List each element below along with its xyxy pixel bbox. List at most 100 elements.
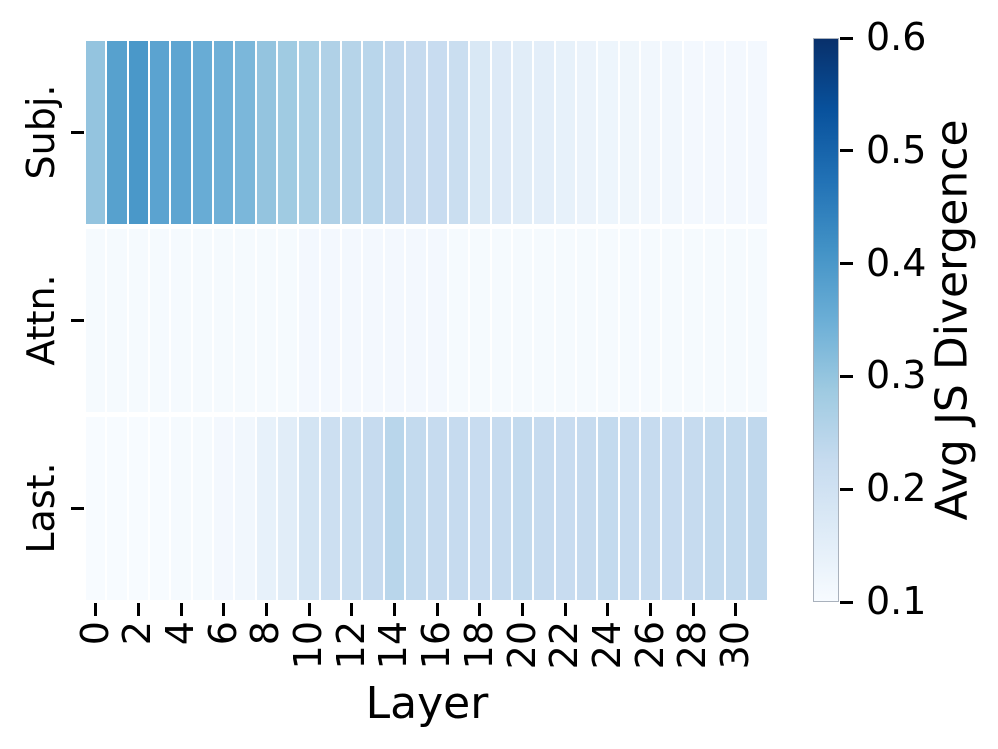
x-tick-14 [392,603,396,616]
x-tick-30 [734,603,738,616]
heatmap-cell-last-layer-0 [86,416,106,600]
heatmap-cell-attn-layer-30 [726,228,746,412]
heatmap-cell-subj-layer-10 [299,40,319,224]
heatmap-cell-subj-layer-2 [128,40,149,224]
heatmap-cell-last-layer-31 [747,416,767,600]
x-tick-16 [435,603,439,616]
heatmap-cell-attn-layer-20 [512,228,533,412]
colorbar-tick-0.3 [840,374,853,378]
colorbar-tick-label-0.6: 0.6 [866,15,927,60]
heatmap-cell-subj-layer-29 [704,40,725,224]
heatmap-cell-attn-layer-16 [427,228,447,412]
colorbar-label: Avg JS Divergence [926,119,978,521]
heatmap-cell-last-layer-22 [555,416,575,600]
heatmap-cell-attn-layer-24 [598,228,618,412]
colorbar-tick-0.5 [840,149,853,153]
row-label-attn: Attn. [19,274,64,366]
x-tick-26 [649,603,653,616]
colorbar-tick-0.6 [840,36,853,40]
heatmap-cell-attn-layer-26 [640,228,661,412]
heatmap-cell-attn-layer-23 [576,228,597,412]
heatmap-cell-subj-layer-16 [427,40,447,224]
x-tick-label-22: 22 [542,621,587,670]
heatmap-cell-subj-layer-12 [342,40,362,224]
heatmap-cell-last-layer-6 [214,416,234,600]
heatmap-cell-subj-layer-5 [192,40,213,224]
colorbar [813,38,839,602]
x-tick-10 [307,603,311,616]
heatmap-cell-last-layer-3 [150,416,170,600]
heatmap-cell-subj-layer-21 [534,40,554,224]
x-tick-label-6: 6 [200,621,245,646]
heatmap-cell-subj-layer-27 [662,40,682,224]
x-tick-label-14: 14 [371,621,416,670]
heatmap-cell-attn-layer-15 [406,228,426,412]
heatmap-cell-last-layer-23 [576,416,597,600]
heatmap-cell-subj-layer-1 [107,40,127,224]
x-tick-label-28: 28 [670,621,715,670]
x-tick-12 [350,603,354,616]
heatmap-cell-subj-layer-19 [491,40,511,224]
heatmap-cell-subj-layer-22 [555,40,575,224]
heatmap-cell-last-layer-25 [619,416,639,600]
heatmap-cell-attn-layer-25 [619,228,639,412]
heatmap-cell-last-layer-11 [320,416,341,600]
x-tick-label-30: 30 [713,621,758,670]
colorbar-tick-0.4 [840,262,853,266]
heatmap-cell-last-layer-26 [640,416,661,600]
row-label-subj: Subj. [19,84,64,180]
heatmap-cell-last-layer-27 [662,416,682,600]
x-tick-label-20: 20 [499,621,544,670]
x-tick-label-18: 18 [456,621,501,670]
heatmap-cell-subj-layer-14 [384,40,405,224]
heatmap-cell-last-layer-14 [384,416,405,600]
heatmap-cell-last-layer-18 [470,416,490,600]
heatmap-cell-last-layer-29 [704,416,725,600]
heatmap-cell-subj-layer-31 [747,40,767,224]
heatmap-cell-subj-layer-30 [726,40,746,224]
heatmap-cell-last-layer-5 [192,416,213,600]
heatmap-cell-subj-layer-26 [640,40,661,224]
heatmap-cell-subj-layer-23 [576,40,597,224]
y-tick-subj [71,130,84,134]
x-tick-label-16: 16 [414,621,459,670]
x-tick-24 [606,603,610,616]
heatmap-cell-subj-layer-11 [320,40,341,224]
heatmap-plot-area [85,38,768,602]
heatmap-cell-attn-layer-0 [86,228,106,412]
y-tick-last [71,506,84,510]
colorbar-tick-label-0.4: 0.4 [866,240,927,285]
heatmap-cell-attn-layer-9 [278,228,298,412]
x-tick-20 [521,603,525,616]
heatmap-cell-last-layer-28 [683,416,703,600]
heatmap-cell-subj-layer-7 [235,40,255,224]
x-tick-6 [222,603,226,616]
heatmap-cell-last-layer-16 [427,416,447,600]
heatmap-cell-last-layer-2 [128,416,149,600]
heatmap-cell-subj-layer-3 [150,40,170,224]
heatmap-cell-subj-layer-9 [278,40,298,224]
heatmap-cell-last-layer-12 [342,416,362,600]
x-tick-28 [691,603,695,616]
heatmap-cell-subj-layer-20 [512,40,533,224]
heatmap-cell-attn-layer-13 [363,228,383,412]
colorbar-tick-label-0.1: 0.1 [866,579,927,624]
heatmap-cell-attn-layer-22 [555,228,575,412]
heatmap-cell-attn-layer-21 [534,228,554,412]
x-tick-label-10: 10 [286,621,331,670]
heatmap-cell-last-layer-20 [512,416,533,600]
heatmap-cell-attn-layer-19 [491,228,511,412]
x-tick-label-2: 2 [115,621,160,646]
heatmap-cell-subj-layer-13 [363,40,383,224]
x-tick-18 [478,603,482,616]
heatmap-cell-subj-layer-0 [86,40,106,224]
heatmap-cell-last-layer-17 [448,416,469,600]
heatmap-cell-last-layer-30 [726,416,746,600]
x-tick-2 [136,603,140,616]
heatmap-cell-last-layer-10 [299,416,319,600]
x-tick-8 [264,603,268,616]
heatmap-cell-attn-layer-27 [662,228,682,412]
heatmap-cell-attn-layer-10 [299,228,319,412]
heatmap-cell-subj-layer-28 [683,40,703,224]
